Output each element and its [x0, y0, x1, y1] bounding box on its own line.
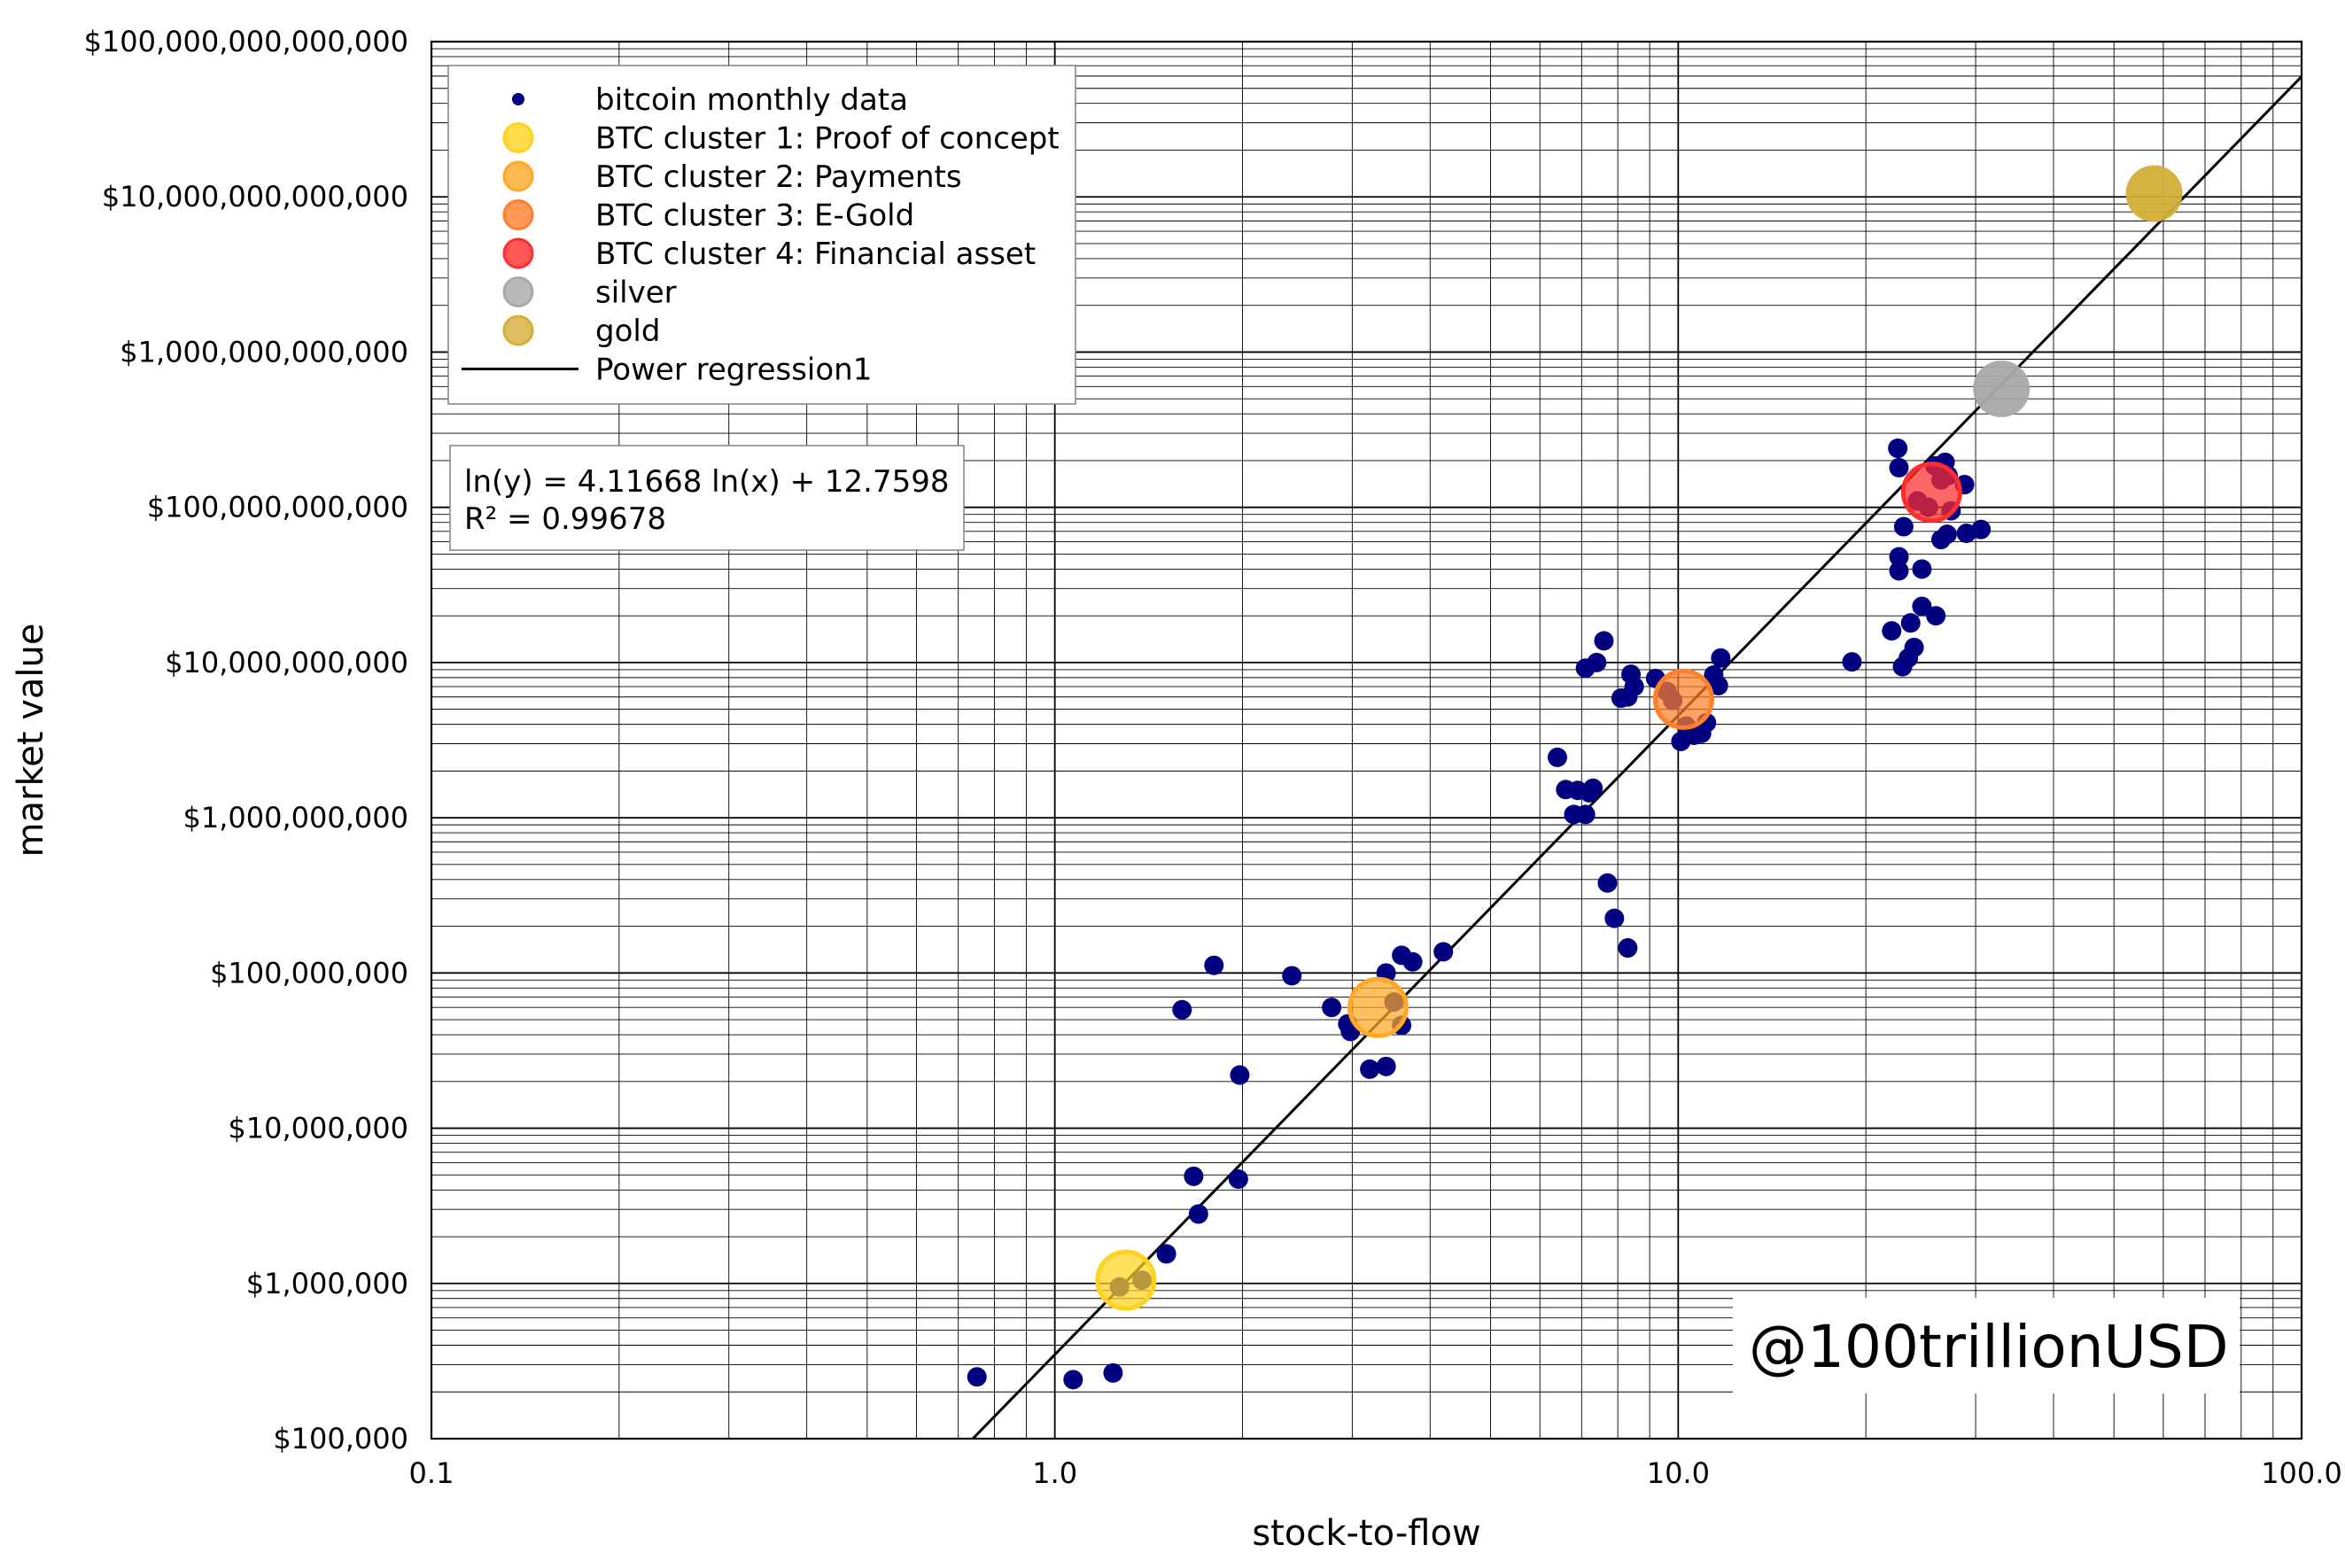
bitcoin-data-point [1893, 516, 1914, 537]
x-tick-label: 10.0 [1647, 1456, 1710, 1490]
x-tick-label: 100.0 [2261, 1456, 2342, 1490]
bitcoin-data-point [1583, 778, 1603, 798]
watermark-text: @100trillionUSD [1749, 1313, 2229, 1381]
y-tick-label: $10,000,000,000,000 [102, 180, 408, 213]
bitcoin-data-point [1594, 631, 1614, 651]
legend-marker-circle [502, 276, 534, 307]
bitcoin-data-point [1230, 1065, 1250, 1085]
bitcoin-data-point [1912, 559, 1932, 579]
tick-labels: 0.1 1.0 10.0 100.0 $100,000 $1,000,000 $10,000… [84, 25, 2342, 1490]
plot-frame [430, 40, 2303, 1440]
bitcoin-data-point [1708, 675, 1728, 695]
legend-label: BTC cluster 1: Proof of concept [595, 121, 1060, 157]
y-tick-label: $10,000,000,000 [165, 646, 408, 679]
y-tick-label: $100,000,000 [210, 956, 408, 990]
bitcoin-data-point [1547, 747, 1567, 767]
legend-label: Power regression1 [595, 353, 872, 388]
legend-frame [447, 65, 1076, 405]
legend-marker-circle [502, 314, 534, 346]
x-axis-title: stock-to-flow [1252, 1513, 1480, 1554]
bitcoin-data-point [1204, 955, 1224, 975]
bitcoin-data-point [1433, 942, 1454, 962]
bitcoin-data-point [1912, 596, 1932, 617]
bitcoin-data-point [1842, 652, 1862, 672]
bitcoin-data-point [1228, 1169, 1248, 1190]
equation-box: ln(y) = 4.11668 ln(x) + 12.7598 R² = 0.9… [449, 445, 965, 551]
legend-marker-circle [502, 122, 534, 153]
gold-marker [2125, 165, 2183, 222]
bitcoin-data-point [1184, 1166, 1204, 1186]
bitcoin-data-point [1587, 652, 1607, 672]
bitcoin-data-point [1575, 804, 1596, 825]
watermark-frame [1733, 1298, 2240, 1393]
x-tick-label: 1.0 [1032, 1456, 1077, 1490]
bitcoin-data-point [967, 1367, 987, 1387]
y-tick-label: $100,000 [273, 1422, 408, 1455]
equation-frame [449, 445, 965, 551]
bitcoin-data-point [1156, 1244, 1176, 1264]
bitcoin-data-point [1376, 1056, 1396, 1076]
bitcoin-data-point [1931, 530, 1952, 550]
bitcoin-data-point [1889, 561, 1909, 581]
equation-line-1: ln(y) = 4.11668 ln(x) + 12.7598 [464, 464, 950, 500]
legend-marker-circle [502, 160, 534, 192]
bitcoin-data-point [1322, 997, 1342, 1018]
bitcoin-data-point [1618, 938, 1638, 959]
bitcoin-data-point [1882, 621, 1902, 641]
legend-label: BTC cluster 3: E-Gold [595, 198, 914, 234]
bitcoin-data-point [1103, 1362, 1123, 1383]
bitcoin-data-point [1889, 547, 1909, 567]
y-tick-label: $10,000,000 [228, 1112, 408, 1145]
bitcoin-data-point [1597, 873, 1618, 893]
bitcoin-data-point [1172, 999, 1192, 1020]
cluster-4-marker [1900, 462, 1962, 524]
bitcoin-data-point [1360, 1059, 1380, 1079]
y-tick-label: $100,000,000,000,000 [84, 25, 408, 58]
legend-marker-dot [512, 93, 524, 105]
bitcoin-data-point [1888, 439, 1908, 459]
bitcoin-data-point [1282, 966, 1302, 986]
cluster-3-marker [1652, 668, 1714, 730]
bitcoin-data-point [1402, 951, 1423, 972]
bitcoin-data-point [1900, 613, 1921, 633]
legend-label: gold [595, 314, 660, 349]
y-tick-label: $100,000,000,000 [147, 491, 408, 524]
legend-label: bitcoin monthly data [595, 82, 908, 118]
y-tick-label: $1,000,000,000,000 [120, 335, 408, 369]
bitcoin-data-point [1604, 908, 1625, 928]
bitcoin-data-point [1904, 637, 1924, 657]
x-tick-label: 0.1 [409, 1456, 454, 1490]
bitcoin-data-point [1624, 677, 1644, 697]
y-tick-label: $1,000,000,000 [183, 801, 408, 834]
legend-marker-circle [502, 237, 534, 269]
y-axis-title: market value [11, 624, 51, 858]
watermark: @100trillionUSD [1733, 1298, 2240, 1393]
legend-label: silver [595, 276, 677, 311]
equation-line-2: R² = 0.99678 [464, 501, 666, 537]
bitcoin-data-point [1971, 519, 1992, 539]
legend-label: BTC cluster 4: Financial asset [595, 237, 1036, 272]
bitcoin-data-point [1063, 1370, 1083, 1390]
cluster-markers [1095, 165, 2183, 1311]
bitcoin-data-point [1889, 457, 1909, 477]
cluster-2-marker [1347, 976, 1409, 1038]
silver-marker [1973, 360, 2031, 417]
legend-marker-circle [502, 199, 534, 230]
bitcoin-data-point [1711, 648, 1731, 668]
legend-label: BTC cluster 2: Payments [595, 159, 962, 195]
bitcoin-data-point [1188, 1204, 1208, 1224]
bitcoin-data-point [1926, 606, 1946, 626]
cluster-1-marker [1095, 1249, 1157, 1311]
y-tick-label: $1,000,000 [246, 1267, 408, 1300]
